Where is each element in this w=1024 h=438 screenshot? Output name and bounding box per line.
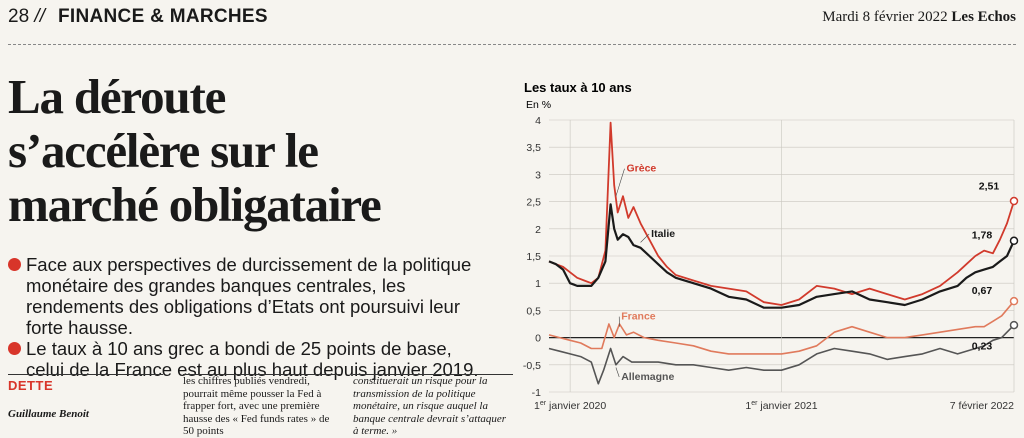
column-rule bbox=[8, 374, 163, 375]
series-end-marker bbox=[1011, 298, 1018, 305]
bullet-dot-icon bbox=[8, 342, 21, 355]
series-end-marker bbox=[1011, 322, 1018, 329]
y-tick-label: 3 bbox=[535, 169, 541, 181]
x-tick-label: 1er janvier 2021 bbox=[745, 400, 817, 412]
y-axis-label: En % bbox=[526, 99, 551, 111]
series-name-label: Allemagne bbox=[621, 371, 674, 383]
lead-paragraph: Face aux perspectives de durcissement de… bbox=[8, 254, 488, 380]
series-end-value: 0,67 bbox=[972, 285, 993, 297]
series-name-label: Italie bbox=[651, 228, 675, 240]
leader-line bbox=[616, 169, 625, 196]
section-title: FINANCE & MARCHES bbox=[58, 6, 268, 28]
x-tick-label: 1er janvier 2020 bbox=[534, 400, 606, 412]
y-tick-label: 4 bbox=[535, 115, 541, 127]
rubric-label: DETTE bbox=[8, 378, 53, 393]
series-end-value: 1,78 bbox=[972, 230, 993, 242]
page-number: 28 // bbox=[8, 6, 45, 28]
y-tick-label: -1 bbox=[532, 387, 541, 399]
yield-chart-svg: Les taux à 10 ans En % 4 3,5 3 2,5 2 1,5 1 0,5 0 -0… bbox=[512, 70, 1024, 422]
headline: La déroute s’accélère sur le marché obli… bbox=[8, 70, 508, 232]
series-end-marker bbox=[1011, 198, 1018, 205]
y-tick-label: 3,5 bbox=[526, 142, 541, 154]
series-name-label: France bbox=[621, 311, 656, 323]
leader-line bbox=[616, 368, 619, 378]
yield-chart: Les taux à 10 ans En % 4 3,5 3 2,5 2 1,5 1 0,5 0 -0… bbox=[512, 70, 1024, 422]
series-end-value: 0,23 bbox=[972, 341, 993, 353]
y-tick-label: 2,5 bbox=[526, 197, 541, 209]
y-tick-label: 0,5 bbox=[526, 305, 541, 317]
series-name-label: Grèce bbox=[627, 163, 657, 175]
issue-date: Mardi 8 février 2022 Les Echos bbox=[822, 9, 1016, 26]
bullet-dot-icon bbox=[8, 258, 21, 271]
y-tick-label: 1,5 bbox=[526, 251, 541, 263]
publication-name: Les Echos bbox=[951, 9, 1016, 25]
author-byline: Guillaume Benoit bbox=[8, 408, 89, 420]
lead-item: Face aux perspectives de durcissement de… bbox=[8, 254, 488, 338]
y-tick-label: 0 bbox=[535, 333, 541, 345]
body-column-2: les chiffres publiés vendredi, pourrait … bbox=[183, 375, 341, 438]
x-tick-label: 7 février 2022 bbox=[950, 400, 1014, 412]
y-tick-label: 2 bbox=[535, 224, 541, 236]
series-end-value: 2,51 bbox=[979, 181, 1000, 193]
y-tick-label: -0,5 bbox=[523, 360, 541, 372]
body-column-3: constituerait un risque pour la transmis… bbox=[353, 375, 513, 438]
chart-title: Les taux à 10 ans bbox=[524, 80, 632, 95]
y-tick-label: 1 bbox=[535, 278, 541, 290]
header-rule bbox=[8, 44, 1016, 45]
page-header: 28 // FINANCE & MARCHES Mardi 8 février … bbox=[8, 0, 1016, 34]
series-end-marker bbox=[1011, 237, 1018, 244]
